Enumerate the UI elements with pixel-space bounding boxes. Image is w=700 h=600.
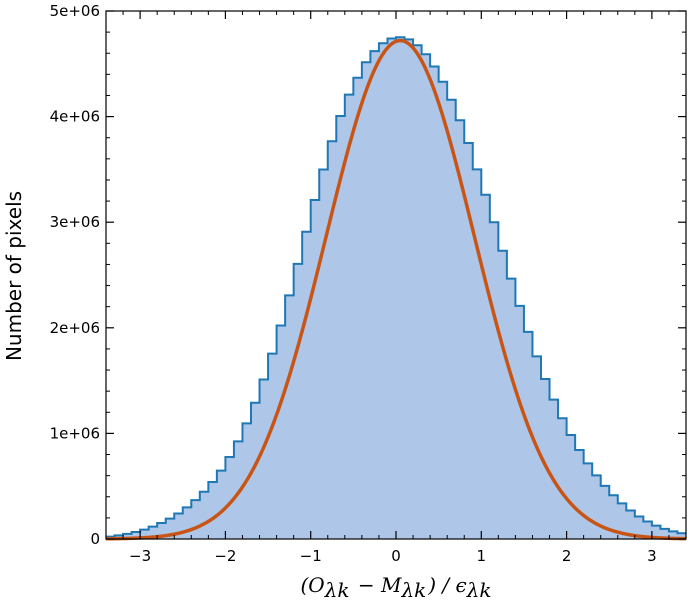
histogram-bar — [276, 325, 286, 539]
y-tick-label: 1e+06 — [50, 424, 100, 442]
histogram-bar — [506, 278, 516, 539]
histogram-bar — [216, 470, 226, 539]
histogram-bar — [668, 531, 678, 539]
histogram-bar — [387, 38, 397, 540]
histogram-bar — [174, 513, 184, 539]
histogram-bar — [157, 522, 167, 539]
x-axis-label: (Oλk − Mλk ) / ϵλk — [300, 573, 493, 600]
histogram-outline — [106, 36, 686, 538]
histogram-bar — [455, 120, 465, 540]
histogram-bar — [302, 231, 312, 539]
histogram-bar — [123, 533, 132, 539]
histogram-bar — [677, 533, 687, 539]
histogram-bar — [609, 495, 619, 539]
histogram-bar — [199, 491, 209, 539]
y-tick-label: 5e+06 — [50, 2, 100, 20]
y-tick-label: 4e+06 — [50, 108, 100, 126]
x-tick-label: 0 — [391, 547, 401, 565]
histogram-bar — [523, 331, 533, 539]
histogram-bar — [464, 143, 474, 539]
y-tick-label: 3e+06 — [50, 213, 100, 231]
y-tick-label: 2e+06 — [50, 319, 100, 337]
histogram-bar — [583, 463, 593, 539]
histogram-bar — [481, 194, 491, 539]
histogram-bar — [165, 518, 175, 539]
histogram-bar — [268, 353, 277, 539]
histogram-bar — [660, 528, 670, 539]
gaussian-fit-curve — [105, 38, 687, 541]
histogram-bar — [225, 457, 235, 539]
histogram-bar — [438, 81, 448, 539]
histogram-bar — [600, 485, 610, 539]
histogram-bar — [413, 45, 422, 539]
histogram-bar — [447, 99, 457, 539]
histogram-bar — [634, 516, 644, 539]
histogram-bar — [344, 94, 354, 540]
histogram-bar — [617, 503, 627, 539]
x-tick-label: −1 — [300, 547, 322, 565]
histogram-bar — [592, 475, 602, 539]
histogram-bar — [404, 39, 414, 539]
x-axis-ticks: −3 −2 −1 0 1 2 3 — [105, 11, 687, 565]
histogram-bar — [140, 529, 150, 539]
histogram-bar — [626, 510, 636, 539]
y-axis-ticks: 0 1e+06 2e+06 3e+06 4e+06 5e+06 — [50, 2, 686, 548]
histogram-bars — [106, 37, 687, 540]
histogram-bar — [378, 43, 388, 539]
histogram-bar — [430, 66, 440, 540]
histogram-bar — [327, 141, 337, 539]
histogram-bar — [541, 379, 550, 539]
histogram-bar — [575, 449, 585, 539]
histogram-bar — [643, 521, 653, 539]
x-tick-label: −2 — [214, 547, 236, 565]
histogram-bar — [285, 295, 295, 539]
x-tick-label: −3 — [129, 547, 151, 565]
histogram-bar — [131, 532, 141, 539]
histogram-bar — [310, 200, 320, 540]
histogram-bar — [182, 507, 192, 539]
histogram-bar — [515, 305, 525, 539]
histogram-bar — [148, 526, 158, 539]
y-tick-label: 0 — [90, 530, 100, 548]
histogram-bar — [651, 525, 661, 539]
histogram-bar — [472, 169, 482, 539]
histogram-bar — [251, 402, 260, 539]
histogram-bar — [558, 418, 567, 539]
histogram-bar — [370, 51, 380, 540]
y-axis-label: Number of pixels — [2, 191, 26, 361]
histogram-bar — [549, 399, 559, 539]
x-tick-label: 1 — [477, 547, 487, 565]
histogram-bar — [319, 169, 329, 539]
histogram-bar — [489, 222, 499, 539]
histogram-bar — [396, 37, 405, 539]
histogram-bar — [336, 115, 346, 539]
histogram-bar — [361, 62, 371, 539]
histogram-bar — [191, 500, 201, 539]
histogram-bar — [259, 379, 269, 539]
histogram-bar — [208, 481, 218, 539]
histogram-bar — [293, 263, 303, 539]
histogram-bar — [421, 54, 431, 540]
histogram-bar — [566, 434, 576, 539]
histogram-bar — [498, 250, 508, 539]
histogram-bar — [353, 77, 363, 539]
x-tick-label: 2 — [562, 547, 572, 565]
x-tick-label: 3 — [647, 547, 657, 565]
